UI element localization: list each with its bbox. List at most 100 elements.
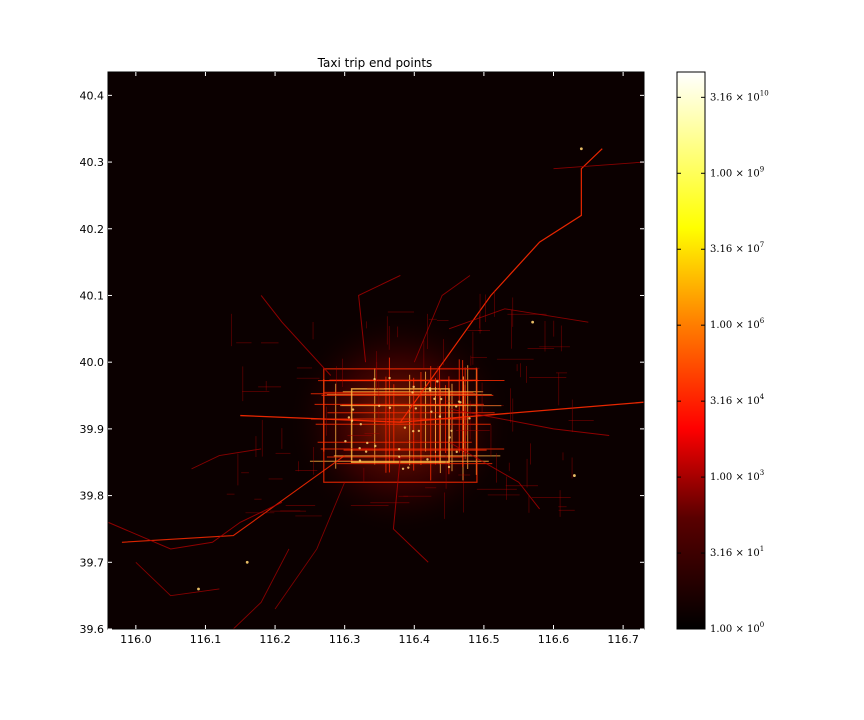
hotspot: [411, 391, 414, 394]
road-route: [392, 455, 429, 563]
colorbar-tick-label: 1.00 × 100: [710, 621, 764, 635]
colorbar-tick-label: 1.00 × 109: [710, 165, 764, 179]
hotspot: [433, 397, 436, 401]
chart-title: Taxi trip end points: [317, 56, 433, 70]
colorbar-tick-exponent: 7: [760, 241, 764, 249]
colorbar-tick-mantissa: 1.00: [710, 624, 732, 635]
colorbar-tick-exponent: 9: [760, 165, 764, 173]
road-route: [399, 148, 603, 423]
colorbar-tick-mantissa: 1.00: [710, 168, 732, 179]
ring-road: [350, 388, 450, 463]
colorbar-tick-mantissa: 3.16: [710, 548, 732, 559]
hotspot: [426, 458, 429, 461]
colorbar-tick-mantissa: 3.16: [710, 92, 732, 103]
hotspot: [377, 404, 381, 407]
x-tick-label: 116.1: [190, 633, 222, 646]
hotspot: [358, 447, 361, 450]
road-route: [274, 482, 346, 610]
hotspot: [358, 459, 362, 462]
hotspot: [414, 407, 418, 410]
hotspot: [397, 447, 401, 451]
x-tick-label: 116.5: [468, 633, 500, 646]
hotspot: [447, 465, 451, 469]
colorbar-tick-label: 1.00 × 103: [710, 469, 764, 483]
hotspot: [428, 389, 432, 392]
hotspot: [411, 429, 415, 433]
colorbar-tick-times: × 10: [732, 548, 759, 559]
colorbar-tick-label: 3.16 × 107: [710, 241, 764, 255]
y-tick-label: 39.6: [80, 623, 105, 636]
colorbar-tick-mantissa: 1.00: [710, 320, 732, 331]
colorbar-tick-times: × 10: [732, 320, 759, 331]
hotspot: [572, 474, 576, 477]
hotspot: [401, 467, 405, 471]
road-route: [260, 295, 332, 376]
y-axis: 39.6 39.7 39.8 39.9 40.0 40.1 40.2 40.3 40.4: [80, 89, 644, 636]
hotspot: [531, 320, 535, 324]
y-tick-label: 40.3: [80, 156, 105, 169]
ring-road-outer: [323, 368, 478, 483]
hotspot: [364, 450, 368, 453]
colorbar-tick-times: × 10: [732, 624, 759, 635]
hotspot: [388, 376, 391, 380]
colorbar-tick-times: × 10: [732, 168, 759, 179]
y-tick-label: 39.9: [80, 423, 105, 436]
hotspot: [359, 423, 362, 426]
hotspot: [347, 416, 351, 419]
hotspot: [245, 560, 249, 564]
road-route: [553, 161, 645, 170]
colorbar-tick-exponent: 10: [760, 89, 769, 97]
hotspot: [412, 385, 415, 389]
road-route: [191, 448, 262, 470]
hotspot: [448, 436, 451, 439]
x-tick-label: 116.6: [538, 633, 570, 646]
colorbar-tick-exponent: 6: [760, 317, 765, 325]
hotspot: [388, 406, 392, 409]
trip-density-layer: [107, 147, 645, 630]
hotspot: [398, 455, 401, 458]
colorbar-tick-label: 3.16 × 101: [710, 545, 764, 559]
hotspot: [438, 415, 442, 418]
hotspot: [374, 444, 377, 448]
x-tick-label: 116.4: [399, 633, 431, 646]
colorbar-tick-label: 3.16 × 1010: [710, 89, 769, 103]
hotspot: [450, 429, 453, 433]
hotspot: [351, 408, 355, 411]
colorbar-tick-exponent: 3: [760, 469, 764, 477]
y-tick-label: 40.1: [80, 289, 105, 302]
colorbar-tick-mantissa: 3.16: [710, 396, 732, 407]
x-tick-label: 116.7: [607, 633, 639, 646]
heatmap-plot-area: [107, 71, 645, 630]
colorbar-gradient: [676, 71, 706, 630]
hotspot: [373, 377, 376, 381]
colorbar-tick-exponent: 4: [760, 393, 765, 401]
hotspot: [430, 410, 433, 413]
hotspot: [403, 426, 407, 429]
hotspot: [454, 405, 458, 408]
hotspot: [366, 441, 369, 445]
colorbar-tick-times: × 10: [732, 396, 759, 407]
hotspot: [417, 429, 421, 433]
y-tick-label: 40.4: [80, 89, 105, 102]
road-route: [413, 275, 471, 363]
road-route: [107, 501, 283, 550]
hotspot: [428, 387, 432, 390]
hotspot: [455, 450, 458, 454]
colorbar-tick-times: × 10: [732, 92, 759, 103]
x-tick-label: 116.2: [259, 633, 291, 646]
hotspot: [197, 587, 200, 591]
hotspot: [344, 440, 347, 443]
y-tick-label: 40.2: [80, 223, 105, 236]
hotspot: [350, 419, 354, 422]
road-route: [232, 548, 290, 630]
hotspot: [468, 417, 471, 420]
road-route: [358, 275, 401, 363]
y-tick-label: 39.8: [80, 490, 105, 503]
colorbar-tick-label: 1.00 × 106: [710, 317, 765, 331]
colorbar-tick-mantissa: 3.16: [710, 244, 732, 255]
colorbar-tick-exponent: 1: [760, 545, 764, 553]
x-tick-label: 116.3: [329, 633, 361, 646]
